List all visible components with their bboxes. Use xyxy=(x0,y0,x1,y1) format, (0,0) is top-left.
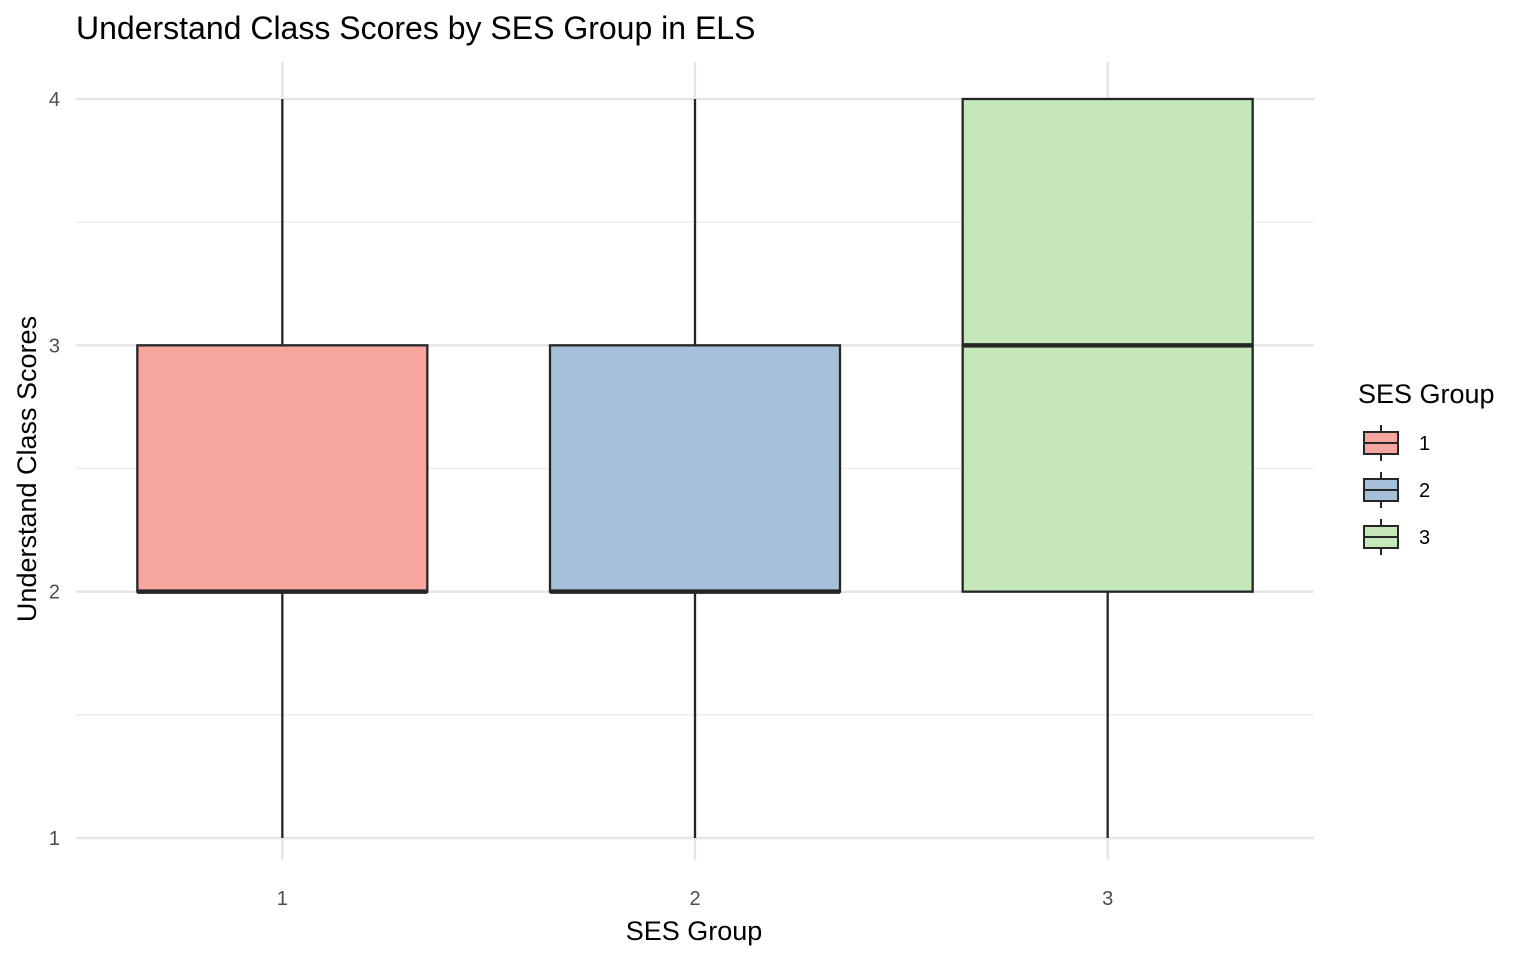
y-tick-label: 3 xyxy=(49,335,60,357)
legend-title: SES Group xyxy=(1358,379,1495,409)
box xyxy=(548,344,842,593)
y-tick-label: 4 xyxy=(49,89,60,111)
legend-label: 2 xyxy=(1419,480,1430,502)
legend-items: 1 2 3 xyxy=(1363,425,1430,555)
box-group-3 xyxy=(961,97,1254,838)
legend-item-2: 2 xyxy=(1363,472,1430,508)
x-tick-label: 1 xyxy=(277,888,288,910)
legend-item-3: 3 xyxy=(1363,519,1430,555)
box xyxy=(136,344,429,593)
legend-item-1: 1 xyxy=(1363,425,1430,461)
boxplots xyxy=(136,97,1254,838)
legend-label: 1 xyxy=(1419,433,1430,455)
x-tick-label: 3 xyxy=(1102,888,1113,910)
y-tick-label: 1 xyxy=(49,828,60,850)
y-tick-label: 2 xyxy=(49,582,60,604)
legend: SES Group 1 2 3 xyxy=(1358,379,1495,555)
legend-label: 3 xyxy=(1419,527,1430,549)
x-axis-title: SES Group xyxy=(626,916,763,946)
box-group-2 xyxy=(548,99,842,838)
x-tick-label: 2 xyxy=(689,888,700,910)
tick-labels: 1 2 3 4 1 2 3 xyxy=(49,89,1113,910)
chart-title: Understand Class Scores by SES Group in … xyxy=(76,10,755,46)
box-group-1 xyxy=(136,99,429,838)
y-axis-title: Understand Class Scores xyxy=(12,316,42,622)
